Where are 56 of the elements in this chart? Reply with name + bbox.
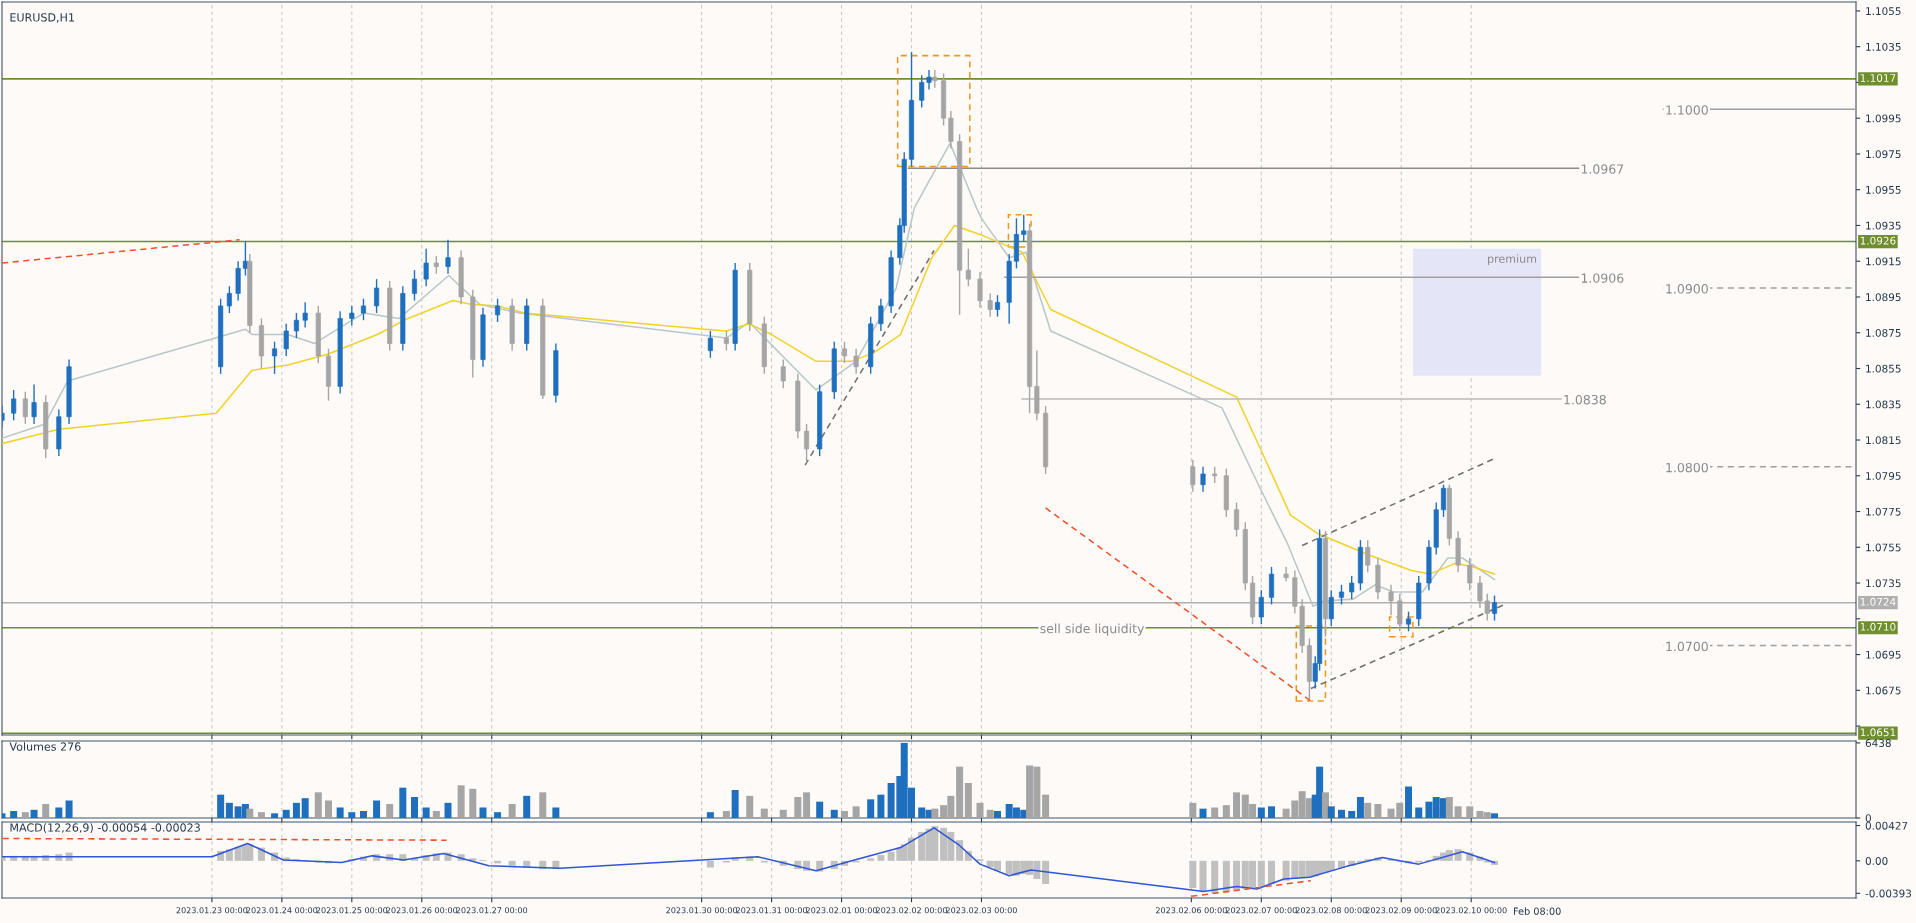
y-tick-label: 1.0895: [1866, 293, 1901, 302]
y-tick-label: 1.0755: [1866, 543, 1901, 552]
y-tick-label: 1.0955: [1866, 185, 1901, 194]
x-tick-label: 2023.02.03 00:00: [946, 907, 1017, 914]
chart-title: Volumes 276: [9, 742, 81, 751]
annotation: 1.0906: [1581, 273, 1624, 283]
y-tick-label: 1.0675: [1866, 686, 1901, 695]
x-tick-label: 2023.01.31 00:00: [736, 907, 807, 914]
text: EURUSD,H1: [10, 13, 74, 23]
annotation: 1.0800: [1666, 462, 1708, 473]
annotation: sell side liquidity: [1040, 623, 1145, 636]
x-tick-label: 2023.02.07 00:00: [1225, 907, 1297, 914]
ref-line-label: 1.1017: [1860, 74, 1896, 82]
annotation: 1.0700: [1666, 641, 1708, 652]
y-tick-label: 0.00: [1865, 857, 1888, 865]
x-tick-label: 2023.01.27 00:00: [456, 907, 528, 914]
y-tick-label: 1.0935: [1866, 221, 1901, 230]
y-tick-label: 0: [1865, 814, 1871, 823]
y-tick-label: 1.0855: [1866, 364, 1901, 373]
y-tick-label: 1.1055: [1866, 7, 1901, 16]
annotation: premium: [1488, 254, 1537, 266]
x-tick-label: 2023.01.24 00:00: [246, 907, 318, 914]
y-tick-label: 1.1035: [1866, 42, 1901, 51]
annotation: 1.0838: [1564, 394, 1606, 405]
y-tick-label: 1.0975: [1866, 150, 1901, 159]
x-tick-label: 2023.01.23 00:00: [176, 907, 248, 914]
y-tick-label: -0.00393: [1865, 889, 1912, 898]
y-tick-label: 6438: [1865, 739, 1891, 747]
ref-line-label: 1.0926: [1860, 236, 1896, 245]
x-tick-label: 2023.01.30 00:00: [666, 907, 738, 914]
x-tick-label: 2023.01.25 00:00: [316, 907, 388, 914]
y-tick-label: 1.0835: [1866, 400, 1901, 409]
y-tick-label: 1.0735: [1866, 579, 1901, 588]
x-tick-label: 2023.02.06 00:00: [1156, 907, 1227, 914]
y-tick-label: 1.0795: [1866, 471, 1901, 480]
annotation: 1.0967: [1581, 164, 1624, 174]
x-tick-label: 2023.02.01 00:00: [806, 907, 877, 914]
y-tick-label: 1.0875: [1866, 328, 1901, 337]
ref-line-label: 1.0724: [1860, 597, 1896, 606]
ref-line-label: 1.0710: [1860, 622, 1896, 631]
x-tick-label: 2023.02.08 00:00: [1295, 907, 1367, 914]
ref-line-label: 1.0651: [1860, 728, 1896, 737]
annotation: 1.0900: [1666, 284, 1708, 294]
y-tick-label: 1.0995: [1866, 114, 1901, 123]
x-tick-label: 2023.02.10 00:00: [1435, 907, 1507, 914]
x-tick-label: 2023.02.09 00:00: [1365, 907, 1437, 914]
annotation: 1.1000: [1666, 105, 1708, 115]
y-tick-label: 1.0775: [1866, 507, 1901, 516]
x-tick-label: 2023.02.02 00:00: [876, 907, 947, 914]
y-tick-label: 1.0695: [1866, 650, 1901, 659]
y-tick-label: 1.0915: [1866, 257, 1901, 266]
y-tick-label: 1.0815: [1866, 436, 1901, 445]
text: Feb 08:00: [1513, 907, 1561, 915]
y-tick-label: 0.00427: [1865, 821, 1908, 830]
chart-title: MACD(12,26,9) -0.00054 -0.00023: [10, 823, 200, 834]
x-tick-label: 2023.01.26 00:00: [386, 907, 458, 914]
